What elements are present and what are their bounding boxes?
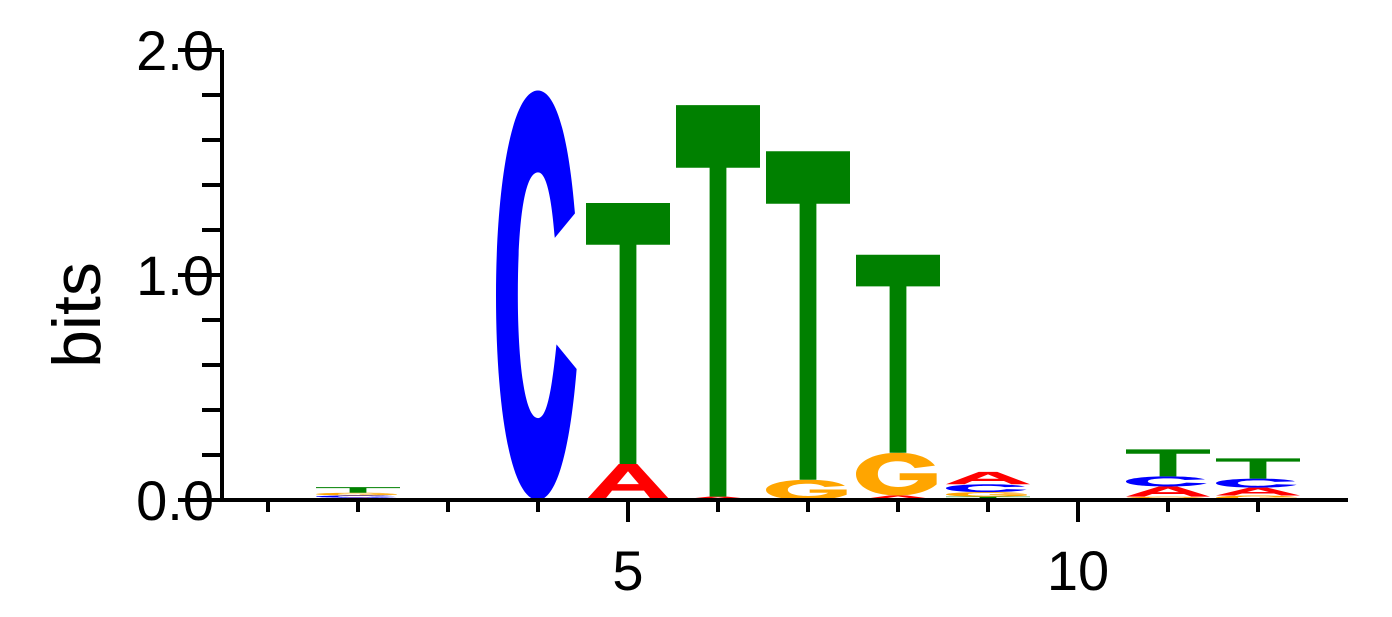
letter-G-pos-2 [316,492,397,496]
letter-G-pos-8 [856,452,937,496]
letter-C-pos-12 [1216,478,1297,488]
y-tick-label: 2.0 [136,19,214,82]
letter-T-pos-2 [316,487,400,493]
letter-C-pos-4 [496,90,577,500]
y-tick-label: 0.0 [136,469,214,532]
letter-G-pos-7 [766,479,847,500]
letter-A-pos-11 [1126,486,1210,497]
y-axis-label: bits [39,262,115,368]
axes: 0.0 1.0 2.0 5 10 [136,19,1348,602]
letter-C-pos-2 [316,495,397,498]
letter-A-pos-5 [586,464,670,500]
y-tick-label: 1.0 [136,244,214,307]
letter-C-pos-11 [1126,476,1207,487]
letter-T-pos-5 [586,203,670,464]
x-tick-label: 10 [1047,539,1109,602]
letter-T-pos-7 [766,151,850,480]
logo-letters [226,90,1300,500]
letter-T-pos-11 [1126,449,1210,477]
x-tick-label: 5 [612,539,643,602]
letter-T-pos-12 [1216,458,1300,479]
letter-G-pos-9 [946,492,1027,497]
letter-T-pos-8 [856,254,940,453]
letter-T-pos-6 [676,105,760,497]
letter-A-pos-12 [1216,487,1300,496]
letter-A-pos-9 [946,471,1030,485]
letter-C-pos-9 [946,484,1027,493]
